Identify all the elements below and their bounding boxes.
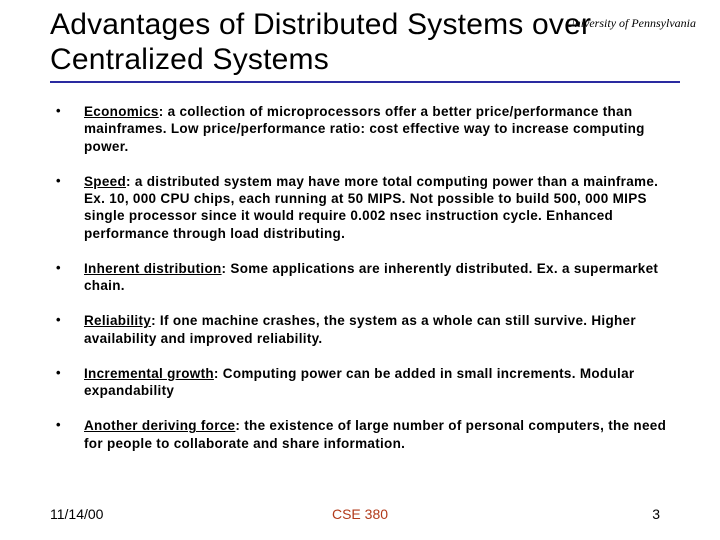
- bullet-term: Economics: [84, 104, 159, 119]
- bullet-text: : If one machine crashes, the system as …: [84, 313, 636, 345]
- content-area: Economics: a collection of microprocesso…: [0, 83, 720, 452]
- footer-page-number: 3: [652, 506, 660, 522]
- list-item: Incremental growth: Computing power can …: [56, 365, 670, 400]
- institution-label: University of Pennsylvania: [566, 16, 696, 31]
- list-item: Inherent distribution: Some applications…: [56, 260, 670, 295]
- slide: University of Pennsylvania Advantages of…: [0, 0, 720, 540]
- bullet-list: Economics: a collection of microprocesso…: [56, 103, 670, 452]
- bullet-term: Incremental growth: [84, 366, 214, 381]
- list-item: Economics: a collection of microprocesso…: [56, 103, 670, 155]
- bullet-text: : a distributed system may have more tot…: [84, 174, 658, 241]
- list-item: Speed: a distributed system may have mor…: [56, 173, 670, 242]
- bullet-term: Reliability: [84, 313, 151, 328]
- bullet-term: Another deriving force: [84, 418, 235, 433]
- footer: 11/14/00 CSE 380 3: [0, 506, 720, 522]
- title-underline: [50, 81, 680, 83]
- header-area: University of Pennsylvania Advantages of…: [0, 0, 720, 83]
- list-item: Reliability: If one machine crashes, the…: [56, 312, 670, 347]
- bullet-term: Speed: [84, 174, 126, 189]
- footer-course: CSE 380: [332, 506, 388, 522]
- bullet-text: : a collection of microprocessors offer …: [84, 104, 645, 154]
- list-item: Another deriving force: the existence of…: [56, 417, 670, 452]
- footer-date: 11/14/00: [50, 506, 103, 522]
- bullet-term: Inherent distribution: [84, 261, 222, 276]
